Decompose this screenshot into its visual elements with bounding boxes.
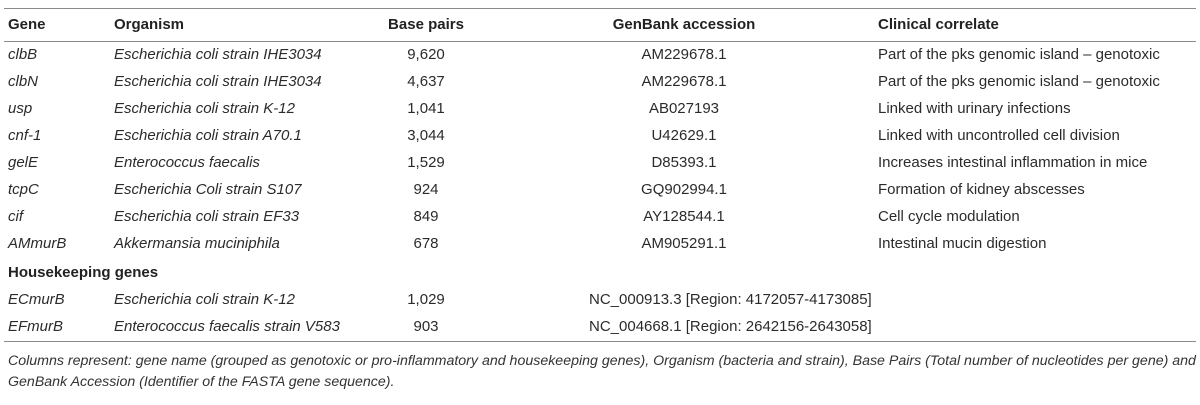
section-label: Housekeeping genes (8, 264, 159, 281)
table-body: clbB Escherichia coli strain IHE3034 9,6… (4, 42, 1196, 342)
table-footnote: Columns represent: gene name (grouped as… (8, 353, 1196, 390)
organism-cell: Escherichia coli strain EF33 (114, 208, 300, 225)
genbank-cell: AM229678.1 (641, 46, 727, 63)
organism-cell: Enterococcus faecalis (114, 154, 260, 171)
gene-cell: EFmurB (8, 318, 64, 335)
clinical-cell: Linked with urinary infections (878, 100, 1071, 117)
clinical-cell: Part of the pks genomic island – genotox… (878, 73, 1160, 90)
base-pairs-cell: 1,529 (407, 154, 445, 171)
base-pairs-cell: 924 (413, 181, 439, 198)
header-genbank-accession: GenBank accession (612, 16, 756, 33)
organism-cell: Escherichia coli strain IHE3034 (114, 46, 322, 63)
organism-cell: Akkermansia muciniphila (114, 235, 280, 252)
table-row: AMmurB Akkermansia muciniphila 678 AM905… (4, 231, 1196, 258)
base-pairs-cell: 3,044 (407, 127, 445, 144)
clinical-cell: Part of the pks genomic island – genotox… (878, 46, 1160, 63)
clinical-cell (874, 314, 1196, 342)
clinical-cell: Increases intestinal inflammation in mic… (878, 154, 1148, 171)
genbank-cell: NC_000913.3 [Region: 4172057-4173085] (589, 291, 872, 308)
base-pairs-cell: 1,029 (407, 291, 445, 308)
gene-cell: tcpC (8, 181, 39, 198)
gene-cell: gelE (8, 154, 39, 171)
table-row: tcpC Escherichia Coli strain S107 924 GQ… (4, 177, 1196, 204)
genbank-cell: GQ902994.1 (641, 181, 727, 198)
header-organism: Organism (114, 16, 185, 33)
table-row: clbN Escherichia coli strain IHE3034 4,6… (4, 69, 1196, 96)
gene-cell: AMmurB (8, 235, 67, 252)
table-header: Gene Organism Base pairs GenBank accessi… (4, 8, 1196, 42)
gene-cell: clbN (8, 73, 39, 90)
genbank-cell: AM905291.1 (641, 235, 727, 252)
base-pairs-cell: 678 (413, 235, 439, 252)
table-row: ECmurB Escherichia coli strain K-12 1,02… (4, 287, 1196, 314)
genbank-cell: AB027193 (648, 100, 720, 117)
clinical-cell: Intestinal mucin digestion (878, 235, 1047, 252)
table-row: cif Escherichia coli strain EF33 849 AY1… (4, 204, 1196, 231)
clinical-cell: Cell cycle modulation (878, 208, 1020, 225)
table-row: gelE Enterococcus faecalis 1,529 D85393.… (4, 150, 1196, 177)
base-pairs-cell: 849 (413, 208, 439, 225)
table-row: cnf-1 Escherichia coli strain A70.1 3,04… (4, 123, 1196, 150)
organism-cell: Enterococcus faecalis strain V583 (114, 318, 340, 335)
genbank-cell: AM229678.1 (641, 73, 727, 90)
gene-cell: usp (8, 100, 33, 117)
clinical-cell: Formation of kidney abscesses (878, 181, 1085, 198)
base-pairs-cell: 1,041 (407, 100, 445, 117)
header-clinical-correlate: Clinical correlate (878, 16, 999, 33)
table-row: EFmurB Enterococcus faecalis strain V583… (4, 314, 1196, 342)
clinical-cell: Linked with uncontrolled cell division (878, 127, 1120, 144)
base-pairs-cell: 903 (413, 318, 439, 335)
table-row: usp Escherichia coli strain K-12 1,041 A… (4, 96, 1196, 123)
gene-cell: clbB (8, 46, 38, 63)
genbank-cell: AY128544.1 (643, 208, 725, 225)
gene-cell: cif (8, 208, 23, 225)
gene-cell: cnf-1 (8, 127, 42, 144)
organism-cell: Escherichia coli strain A70.1 (114, 127, 302, 144)
gene-cell: ECmurB (8, 291, 65, 308)
section-row-housekeeping: Housekeeping genes (4, 258, 1196, 287)
organism-cell: Escherichia coli strain IHE3034 (114, 73, 322, 90)
table-row: clbB Escherichia coli strain IHE3034 9,6… (4, 42, 1196, 70)
header-row: Gene Organism Base pairs GenBank accessi… (4, 8, 1196, 42)
genbank-cell: NC_004668.1 [Region: 2642156-2643058] (589, 318, 872, 335)
clinical-cell (874, 287, 1196, 314)
organism-cell: Escherichia coli strain K-12 (114, 100, 295, 117)
genbank-cell: U42629.1 (651, 127, 717, 144)
genbank-cell: D85393.1 (651, 154, 717, 171)
base-pairs-cell: 9,620 (407, 46, 445, 63)
organism-cell: Escherichia Coli strain S107 (114, 181, 302, 198)
base-pairs-cell: 4,637 (407, 73, 445, 90)
header-base-pairs: Base pairs (388, 16, 464, 33)
gene-table: Gene Organism Base pairs GenBank accessi… (4, 8, 1196, 342)
header-gene: Gene (8, 16, 46, 33)
organism-cell: Escherichia coli strain K-12 (114, 291, 295, 308)
